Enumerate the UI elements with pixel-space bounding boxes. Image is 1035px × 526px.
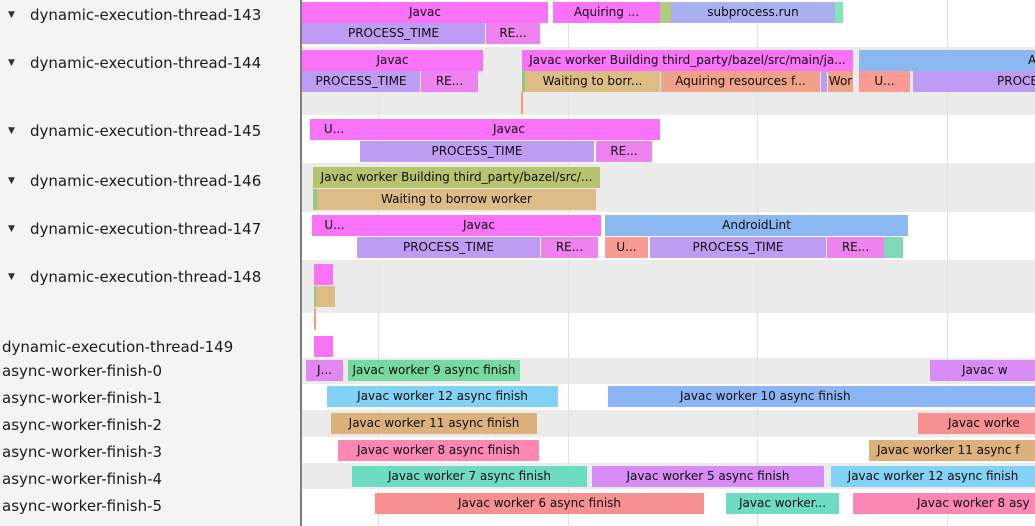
- track-name-label: async-worker-finish-2: [2, 416, 163, 434]
- timeline-gridline: [378, 0, 379, 526]
- sidebar-item-dynamic-execution-thread-144[interactable]: ▼ dynamic-execution-thread-144: [0, 53, 300, 73]
- track-name-sidebar: ▼ dynamic-execution-thread-143 ▼ dynamic-ex…: [0, 0, 302, 526]
- sidebar-item-async-worker-finish-3[interactable]: async-worker-finish-3: [0, 442, 300, 462]
- timeline-slice-marker[interactable]: [821, 71, 827, 92]
- timeline-slice[interactable]: Aquiring resources f...: [661, 71, 820, 92]
- timeline-slice[interactable]: Javac worker Building third_party/bazel/…: [522, 50, 853, 71]
- timeline-slice[interactable]: U...: [312, 215, 357, 236]
- timeline-slice-marker[interactable]: [313, 189, 317, 210]
- timeline-slice[interactable]: Javac w: [930, 360, 1035, 381]
- timeline-slice[interactable]: Waiting to borrow worker: [317, 189, 596, 210]
- timeline-slice[interactable]: RE...: [421, 71, 478, 92]
- timeline-slice-marker[interactable]: [521, 92, 523, 114]
- timeline-slice[interactable]: PROCESS_TIME: [360, 141, 594, 162]
- timeline-slice[interactable]: PROCESS_TIME: [913, 71, 1035, 92]
- timeline-gridline: [568, 0, 569, 526]
- timeline-slice[interactable]: Javac: [302, 50, 483, 71]
- track-name-label: dynamic-execution-thread-146: [30, 172, 262, 190]
- timeline-slice[interactable]: RE...: [541, 237, 598, 258]
- timeline-slice[interactable]: Javac: [357, 215, 601, 236]
- timeline-slice[interactable]: Javac worker 8 asy: [853, 493, 1035, 514]
- timeline-slice[interactable]: Aquiring ...: [553, 2, 660, 23]
- timeline-slice[interactable]: Javac worker 11 async f: [869, 440, 1035, 461]
- timeline-slice[interactable]: PROCESS_TIME: [302, 71, 420, 92]
- sidebar-item-async-worker-finish-1[interactable]: async-worker-finish-1: [0, 388, 300, 408]
- timeline-slice[interactable]: Javac worker 9 async finish: [348, 360, 520, 381]
- sidebar-item-dynamic-execution-thread-148[interactable]: ▼ dynamic-execution-thread-148: [0, 267, 300, 287]
- timeline-slice-marker[interactable]: [314, 264, 333, 285]
- track-name-label: dynamic-execution-thread-145: [30, 122, 262, 140]
- sidebar-item-dynamic-execution-thread-146[interactable]: ▼ dynamic-execution-thread-146: [0, 171, 300, 191]
- sidebar-item-dynamic-execution-thread-149[interactable]: dynamic-execution-thread-149: [0, 337, 300, 357]
- sidebar-item-dynamic-execution-thread-147[interactable]: ▼ dynamic-execution-thread-147: [0, 219, 300, 239]
- timeline-slice[interactable]: Javac worker 10 async finish: [608, 386, 1035, 407]
- timeline-slice-marker[interactable]: [660, 2, 671, 23]
- timeline-slice[interactable]: An: [859, 50, 1035, 71]
- sidebar-item-dynamic-execution-thread-145[interactable]: ▼ dynamic-execution-thread-145: [0, 121, 300, 141]
- track-band-dynamic-execution-thread-148: [302, 260, 1035, 313]
- timeline-slice[interactable]: Javac worker 11 async finish: [331, 413, 537, 434]
- sidebar-item-async-worker-finish-0[interactable]: async-worker-finish-0: [0, 361, 300, 381]
- timeline-slice[interactable]: Javac worker 5 async finish: [592, 466, 824, 487]
- timeline-slice-marker[interactable]: [314, 308, 316, 330]
- timeline-slice[interactable]: AndroidLint: [605, 215, 908, 236]
- timeline-slice[interactable]: RE...: [596, 141, 652, 162]
- timeline-slice-marker[interactable]: [522, 71, 525, 92]
- track-band-dynamic-execution-thread-149: [302, 313, 1035, 358]
- timeline-slice[interactable]: Javac: [302, 2, 548, 23]
- timeline-slice[interactable]: Javac worker Building third_party/bazel/…: [313, 167, 600, 188]
- collapse-arrow-icon[interactable]: ▼: [8, 10, 15, 20]
- timeline-slice[interactable]: Javac worker...: [726, 493, 839, 514]
- track-name-label: async-worker-finish-0: [2, 362, 163, 380]
- timeline-slice[interactable]: Javac: [358, 119, 660, 140]
- timeline-slice[interactable]: RE...: [827, 237, 884, 258]
- timeline-slice[interactable]: PROCESS_TIME: [357, 237, 540, 258]
- timeline-slice[interactable]: PROCESS_TIME: [302, 23, 485, 44]
- timeline-slice[interactable]: Wor: [828, 71, 853, 92]
- sidebar-item-async-worker-finish-4[interactable]: async-worker-finish-4: [0, 469, 300, 489]
- timeline-slice-marker[interactable]: [316, 286, 335, 307]
- timeline-slice-marker[interactable]: [314, 336, 333, 357]
- timeline-slice[interactable]: Javac worker 7 async finish: [352, 466, 587, 487]
- track-name-label: async-worker-finish-4: [2, 470, 163, 488]
- timeline-slice-marker[interactable]: [835, 2, 843, 23]
- timeline-slice[interactable]: Javac worker 12 async finish: [831, 466, 1035, 487]
- collapse-arrow-icon[interactable]: ▼: [8, 176, 15, 186]
- track-name-label: async-worker-finish-3: [2, 443, 163, 461]
- sidebar-item-async-worker-finish-2[interactable]: async-worker-finish-2: [0, 415, 300, 435]
- timeline-slice[interactable]: PROCESS_TIME: [650, 237, 826, 258]
- timeline-slice[interactable]: Waiting to borr...: [525, 71, 660, 92]
- track-name-label: dynamic-execution-thread-144: [30, 54, 262, 72]
- track-name-label: dynamic-execution-thread-143: [30, 6, 262, 24]
- track-name-label: dynamic-execution-thread-147: [30, 220, 262, 238]
- collapse-arrow-icon[interactable]: ▼: [8, 126, 15, 136]
- track-name-label: async-worker-finish-5: [2, 497, 163, 515]
- timeline-slice[interactable]: U...: [605, 237, 648, 258]
- timeline: Javac Aquiring ... subprocess.run PROCESS_T…: [302, 0, 1035, 526]
- track-name-label: dynamic-execution-thread-149: [2, 338, 234, 356]
- timeline-slice[interactable]: U...: [859, 71, 910, 92]
- timeline-gridline: [947, 0, 948, 526]
- sidebar-item-dynamic-execution-thread-143[interactable]: ▼ dynamic-execution-thread-143: [0, 5, 300, 25]
- collapse-arrow-icon[interactable]: ▼: [8, 224, 15, 234]
- sidebar-item-async-worker-finish-5[interactable]: async-worker-finish-5: [0, 496, 300, 516]
- timeline-slice[interactable]: Javac worker 12 async finish: [327, 386, 558, 407]
- timeline-gridline: [757, 0, 758, 526]
- timeline-slice[interactable]: J...: [306, 360, 343, 381]
- timeline-slice-marker[interactable]: [884, 237, 903, 258]
- timeline-slice[interactable]: subprocess.run: [671, 2, 835, 23]
- collapse-arrow-icon[interactable]: ▼: [8, 272, 15, 282]
- collapse-arrow-icon[interactable]: ▼: [8, 58, 15, 68]
- track-name-label: dynamic-execution-thread-148: [30, 268, 262, 286]
- timeline-slice-marker[interactable]: [314, 286, 316, 307]
- track-name-label: async-worker-finish-1: [2, 389, 163, 407]
- timeline-slice[interactable]: Javac worke: [918, 413, 1035, 434]
- timeline-slice[interactable]: U...: [310, 119, 358, 140]
- timeline-slice[interactable]: Javac worker 6 async finish: [375, 493, 704, 514]
- timeline-slice[interactable]: RE...: [486, 23, 540, 44]
- timeline-slice[interactable]: Javac worker 8 async finish: [338, 440, 539, 461]
